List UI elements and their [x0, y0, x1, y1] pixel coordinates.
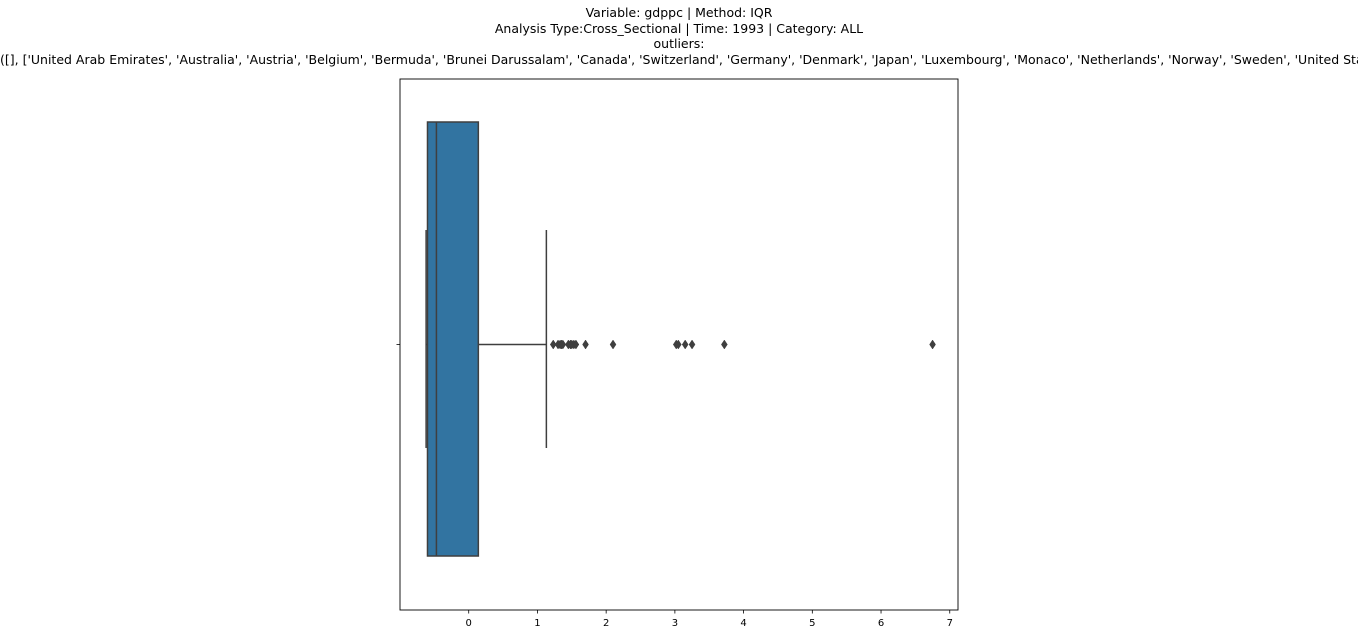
title-line-4: ([], ['United Arab Emirates', 'Australia…: [0, 51, 1358, 67]
title-line-2: Analysis Type:Cross_Sectional | Time: 19…: [494, 20, 864, 36]
x-tick-label-1: 1: [534, 618, 540, 629]
outlier-point-14: [681, 339, 689, 350]
outlier-point-16: [721, 339, 728, 350]
outlier-point-13: [675, 339, 682, 350]
outlier-point-10: [582, 339, 589, 350]
x-tick-label-3: 3: [672, 618, 678, 629]
outlier-point-17: [929, 339, 936, 350]
title-line-3: outliers:: [653, 36, 705, 51]
x-tick-label-2: 2: [603, 618, 609, 629]
x-tick-label-7: 7: [947, 618, 953, 629]
outlier-point-11: [609, 339, 617, 350]
chart-title: Variable: gdppc | Method: IQR Analysis T…: [0, 5, 1358, 67]
outlier-point-15: [688, 339, 696, 350]
iqr-box: [426, 121, 480, 557]
x-tick-label-6: 6: [878, 618, 884, 629]
title-line-1: Variable: gdppc | Method: IQR: [585, 5, 773, 20]
outlier-point-9: [572, 339, 580, 350]
outlier-point-4: [559, 339, 567, 350]
x-tick-label-4: 4: [740, 618, 746, 629]
x-tick-label-0: 0: [466, 618, 472, 629]
outlier-point-0: [549, 339, 557, 350]
x-tick-label-5: 5: [809, 618, 815, 629]
